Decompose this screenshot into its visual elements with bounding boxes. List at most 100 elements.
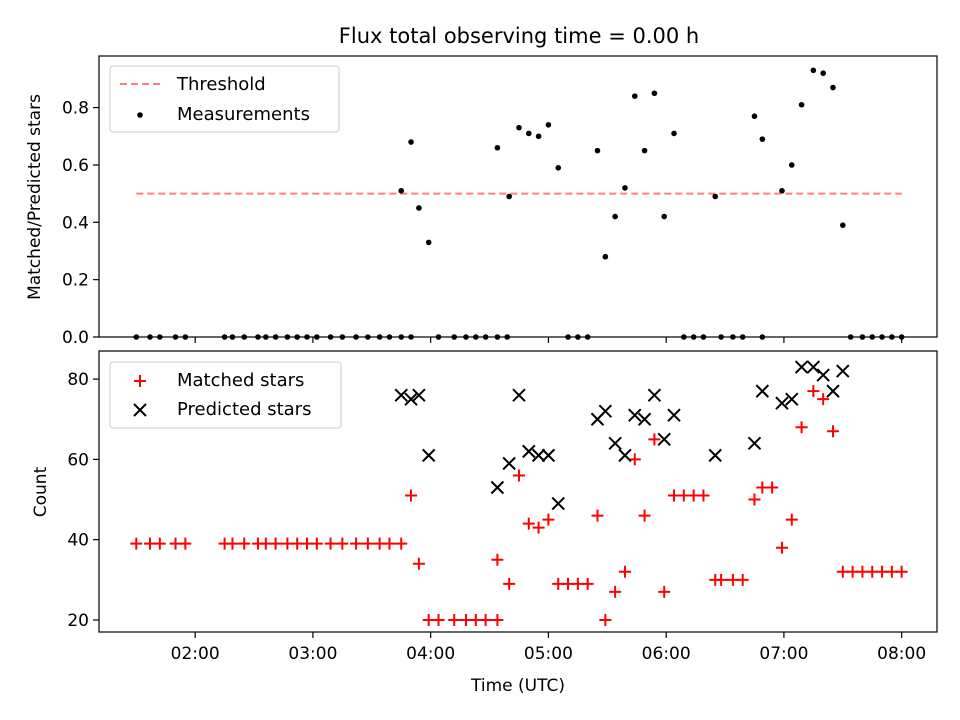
- top-y-axis-label: Matched/Predicted stars: [25, 94, 45, 300]
- measurement-point: [788, 162, 795, 168]
- predicted-point: [522, 444, 536, 459]
- top-x-ticks: [194, 337, 903, 343]
- matched-point: [405, 489, 418, 502]
- top-plot-frame: [98, 55, 938, 338]
- measurement-point: [810, 67, 817, 74]
- matched-point: [491, 613, 504, 626]
- measurement-point: [545, 122, 552, 128]
- x-tick-label: 07:00: [759, 644, 808, 664]
- matched-point: [350, 537, 363, 550]
- matched-point: [522, 517, 535, 530]
- matched-point: [895, 565, 908, 578]
- matched-point: [736, 573, 749, 586]
- matched-point: [395, 537, 408, 550]
- predicted-point: [541, 448, 556, 463]
- bottom-y-axis-label: Count: [31, 466, 51, 517]
- measurement-point: [651, 90, 658, 97]
- measurement-point: [798, 101, 805, 108]
- measurement-point: [661, 213, 668, 220]
- matched-point: [599, 613, 612, 626]
- matched-point: [491, 553, 504, 566]
- matched-point: [479, 613, 492, 626]
- matched-point: [383, 537, 396, 550]
- matched-point: [238, 537, 251, 550]
- matched-point: [269, 537, 282, 550]
- predicted-point: [404, 392, 418, 406]
- x-tick-label: 08:00: [877, 644, 926, 664]
- y-tick-label: 0.6: [62, 156, 89, 176]
- matched-point: [775, 541, 788, 554]
- measurement-point: [759, 136, 766, 142]
- measurement-point: [751, 113, 758, 120]
- matched-point: [542, 513, 555, 526]
- x-axis-label: Time (UTC): [470, 676, 565, 696]
- top-legend-box: [109, 65, 340, 133]
- measurement-point: [535, 133, 542, 140]
- bottom-legend: Matched stars Predicted stars: [109, 361, 342, 429]
- top-series-layer: [133, 67, 905, 340]
- predicted-point: [618, 448, 632, 463]
- measurement-point: [671, 130, 677, 137]
- matched-point: [826, 425, 839, 438]
- predicted-point: [657, 432, 671, 447]
- matched-point: [609, 585, 622, 598]
- measurement-point: [525, 130, 532, 137]
- matched-point: [648, 433, 661, 446]
- predicted-point: [708, 448, 722, 463]
- measurement-point: [425, 239, 432, 246]
- measurement-point: [779, 187, 785, 194]
- measurement-point: [398, 187, 405, 194]
- y-tick-label: 0.4: [62, 213, 89, 233]
- bottom-x-axis: 02:00 03:00 04:00 05:00 06:00 07:00 08:00: [171, 632, 926, 664]
- legend-threshold-label: Threshold: [176, 74, 266, 95]
- predicted-point: [667, 408, 681, 422]
- measurement-point: [631, 93, 638, 99]
- top-panel: 0.00.20.40.60.8 Matched/Predicted stars …: [25, 55, 938, 348]
- matched-point: [618, 565, 631, 578]
- predicted-point: [836, 364, 850, 378]
- matched-point: [715, 573, 728, 586]
- y-tick-label: 40: [67, 531, 89, 551]
- legend-matched-label: Matched stars: [177, 370, 304, 391]
- predicted-point: [755, 384, 770, 398]
- measurement-point: [622, 185, 628, 191]
- matched-point: [512, 469, 525, 482]
- x-tick-label: 03:00: [288, 644, 337, 664]
- matched-point: [807, 385, 820, 398]
- matched-point: [310, 537, 323, 550]
- matched-point: [795, 421, 808, 434]
- predicted-point: [628, 408, 642, 422]
- predicted-point: [747, 436, 762, 451]
- predicted-point: [806, 360, 821, 374]
- y-tick-label: 0.8: [62, 99, 89, 119]
- predicted-point: [512, 388, 526, 402]
- matched-point: [532, 521, 545, 534]
- legend-measurements-swatch: [137, 112, 143, 118]
- measurement-point: [516, 124, 522, 131]
- matched-point: [817, 393, 830, 406]
- matched-point: [324, 537, 337, 550]
- matched-point: [638, 509, 651, 522]
- predicted-point: [421, 448, 436, 463]
- predicted-point: [816, 368, 830, 382]
- matched-point: [336, 537, 349, 550]
- legend-matched-swatch: [134, 375, 146, 387]
- x-tick-label: 02:00: [171, 644, 220, 664]
- predicted-point: [785, 392, 799, 406]
- y-tick-label: 0.0: [62, 328, 89, 348]
- measurement-point: [506, 193, 512, 200]
- measurement-point: [555, 165, 562, 171]
- y-tick-label: 80: [67, 370, 89, 390]
- legend-measurements-label: Measurements: [177, 104, 310, 125]
- predicted-point: [775, 396, 789, 410]
- predicted-point: [394, 388, 408, 402]
- legend-predicted-label: Predicted stars: [177, 399, 311, 420]
- matched-point: [503, 577, 516, 590]
- predicted-point: [551, 496, 565, 511]
- matched-point: [628, 453, 641, 466]
- matched-point: [153, 537, 166, 550]
- matched-point: [591, 509, 604, 522]
- measurement-point: [416, 205, 422, 211]
- predicted-point: [531, 448, 546, 463]
